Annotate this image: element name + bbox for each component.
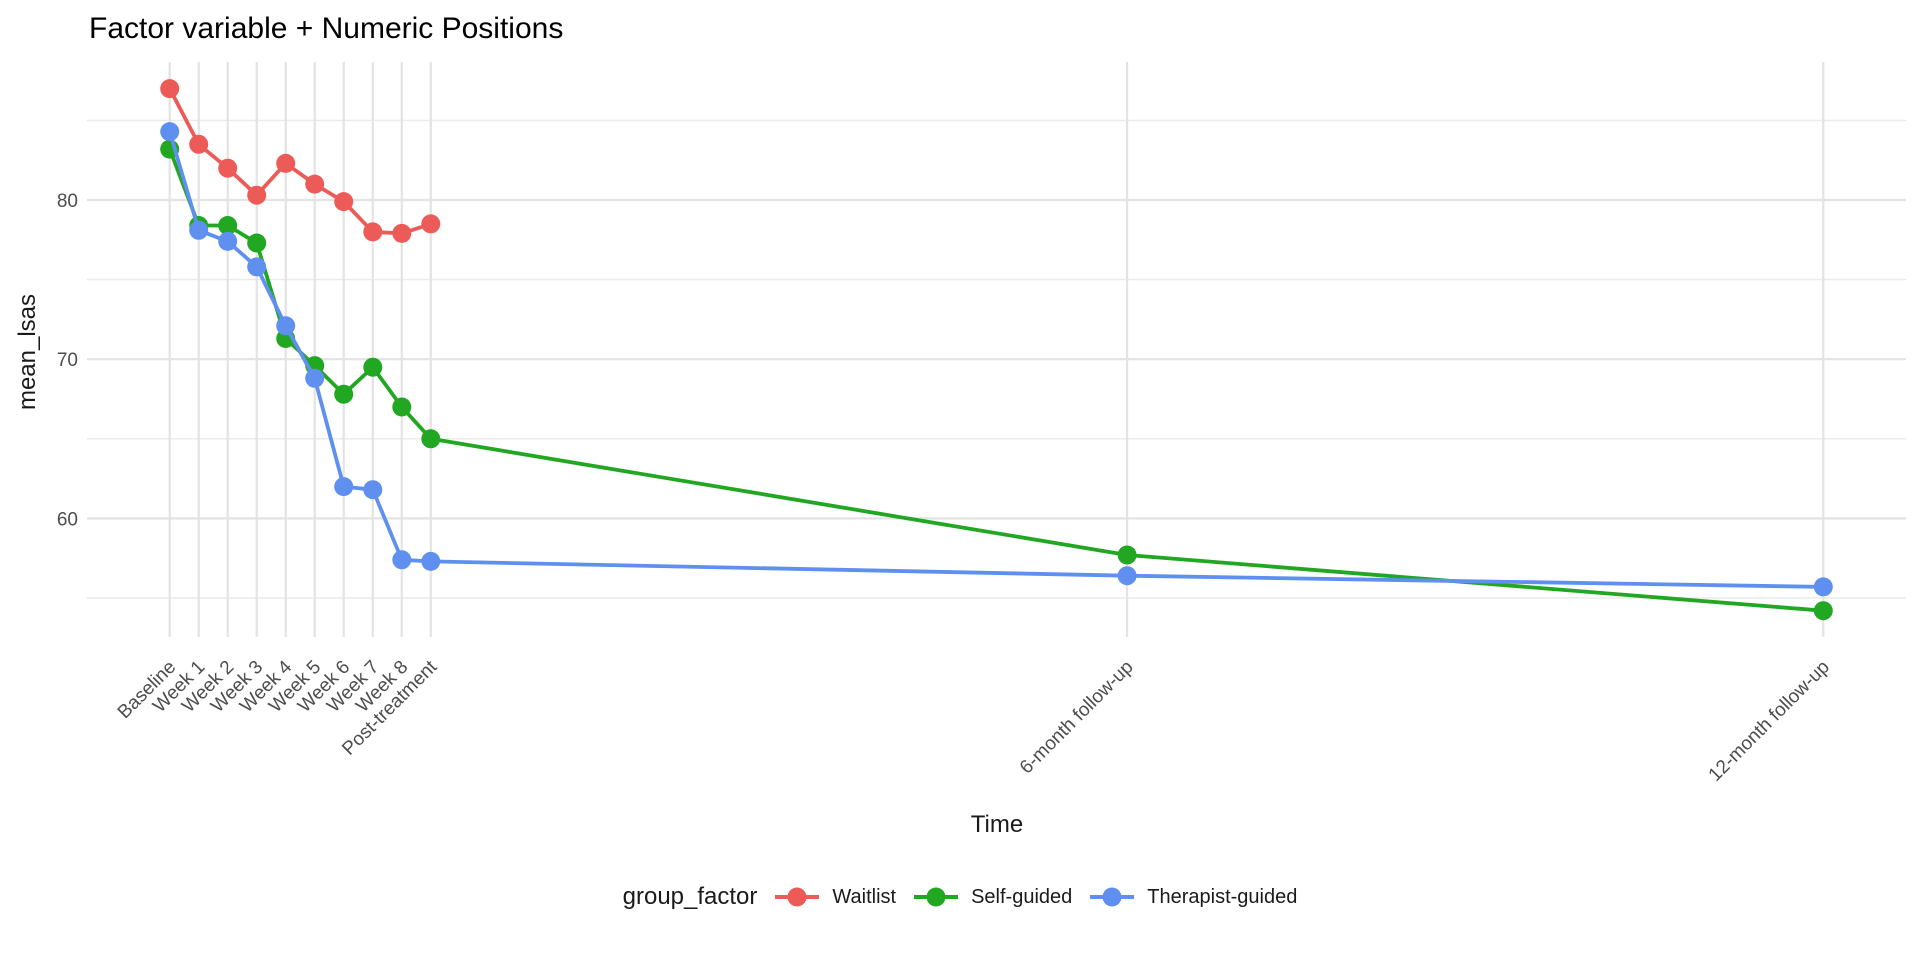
y-axis-title: mean_lsas <box>14 293 41 411</box>
data-point-waitlist-week-3 <box>247 185 267 205</box>
series-line-waitlist <box>167 86 433 236</box>
data-point-waitlist-post-treatment <box>421 214 441 234</box>
x-tick-label-6-month-follow-up: 6-month follow-up <box>1016 657 1138 779</box>
data-point-therapist-guided-6-month-follow-up <box>1117 566 1137 586</box>
y-tick-label-60: 60 <box>57 509 78 530</box>
data-point-waitlist-week-4 <box>276 153 296 173</box>
data-point-therapist-guided-12-month-follow-up <box>1813 577 1833 597</box>
y-tick-label-80: 80 <box>57 191 78 212</box>
data-point-waitlist-week-6 <box>334 192 354 212</box>
data-point-waitlist-week-1 <box>189 134 209 154</box>
data-point-self-guided-6-month-follow-up <box>1117 545 1137 565</box>
data-point-therapist-guided-week-1 <box>189 220 209 240</box>
data-point-therapist-guided-week-3 <box>247 257 267 277</box>
data-point-self-guided-week-7 <box>363 357 383 377</box>
data-point-therapist-guided-week-2 <box>218 231 238 251</box>
data-point-therapist-guided-week-7 <box>363 480 383 500</box>
x-axis-title: Time <box>970 811 1024 838</box>
legend-title: group_factor <box>622 883 758 910</box>
data-point-waitlist-baseline <box>160 79 180 99</box>
data-point-waitlist-week-8 <box>392 223 412 243</box>
series-self-guided <box>160 139 1833 621</box>
data-point-self-guided-week-2 <box>218 216 238 235</box>
data-point-waitlist-week-5 <box>305 174 325 194</box>
data-point-self-guided-week-3 <box>247 233 267 253</box>
chart-title: Factor variable + Numeric Positions <box>89 12 564 45</box>
x-tick-label-12-month-follow-up: 12-month follow-up <box>1705 657 1834 786</box>
data-point-self-guided-week-6 <box>334 384 354 404</box>
data-point-therapist-guided-week-5 <box>305 368 325 388</box>
legend-key-icon-therapist-guided <box>1090 887 1135 907</box>
y-tick-label-70: 70 <box>57 350 78 371</box>
legend-item-therapist-guided: Therapist-guided <box>1090 885 1297 909</box>
series-therapist-guided <box>160 122 1833 597</box>
legend-item-waitlist: Waitlist <box>775 885 896 909</box>
legend-key-icon-self-guided <box>914 887 959 907</box>
data-point-self-guided-post-treatment <box>421 429 441 449</box>
series-waitlist <box>160 79 441 243</box>
data-point-therapist-guided-week-4 <box>276 316 296 336</box>
data-point-waitlist-week-2 <box>218 158 238 178</box>
legend-label-therapist-guided: Therapist-guided <box>1147 885 1298 908</box>
legend-key-icon-waitlist <box>775 887 820 907</box>
data-point-waitlist-week-7 <box>363 222 383 242</box>
data-point-therapist-guided-week-6 <box>334 477 354 497</box>
data-point-self-guided-week-8 <box>392 397 412 417</box>
data-point-therapist-guided-post-treatment <box>421 551 441 571</box>
legend-item-self-guided: Self-guided <box>914 885 1072 909</box>
series-line-self-guided <box>167 147 1826 613</box>
data-point-therapist-guided-week-8 <box>392 550 412 570</box>
legend-label-waitlist: Waitlist <box>832 885 897 908</box>
data-point-self-guided-12-month-follow-up <box>1813 601 1833 621</box>
legend: group_factor Waitlist Self-guided Therapis… <box>0 883 1920 911</box>
data-point-therapist-guided-baseline <box>160 122 180 142</box>
legend-label-self-guided: Self-guided <box>971 885 1073 908</box>
